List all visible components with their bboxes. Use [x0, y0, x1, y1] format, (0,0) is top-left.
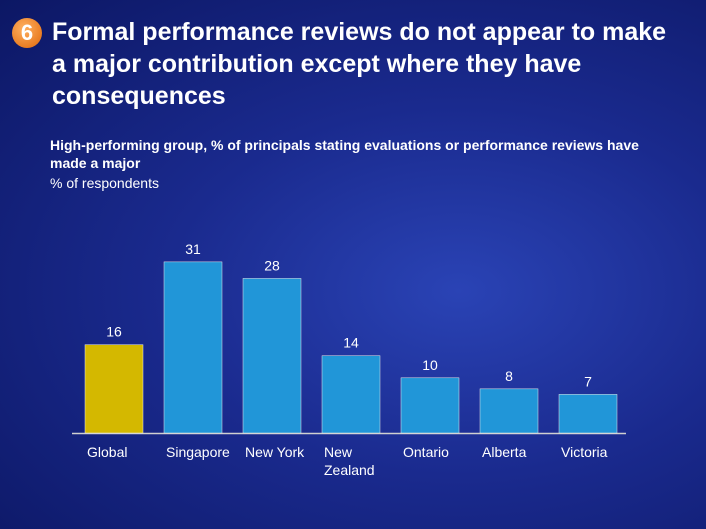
- bar: [321, 355, 381, 434]
- data-label: 10: [422, 357, 438, 373]
- bar: [400, 377, 460, 434]
- bar: [479, 388, 539, 434]
- x-tick-label: Ontario: [403, 444, 449, 460]
- bar: [242, 278, 302, 434]
- bar: [163, 261, 223, 434]
- data-label: 8: [505, 368, 513, 384]
- x-tick-label: New York: [245, 444, 305, 460]
- data-label: 31: [185, 241, 201, 257]
- x-tick-label: Singapore: [166, 444, 230, 460]
- x-tick-label: Victoria: [561, 444, 608, 460]
- chart-subtitle: High-performing group, % of principals s…: [50, 137, 639, 171]
- x-tick-label: Global: [87, 444, 128, 460]
- data-label: 7: [584, 373, 592, 389]
- bar: [84, 344, 144, 434]
- x-tick-label: New Zealand: [324, 444, 375, 478]
- chart-title: Formal performance reviews do not appear…: [52, 18, 667, 110]
- x-tick-label: Alberta: [482, 444, 527, 460]
- data-label: 14: [343, 335, 359, 351]
- bar: [558, 394, 618, 434]
- data-label: 28: [264, 257, 280, 273]
- data-label: 16: [106, 324, 122, 340]
- unit-label: % of respondents: [50, 175, 159, 191]
- badge: 6: [12, 18, 42, 48]
